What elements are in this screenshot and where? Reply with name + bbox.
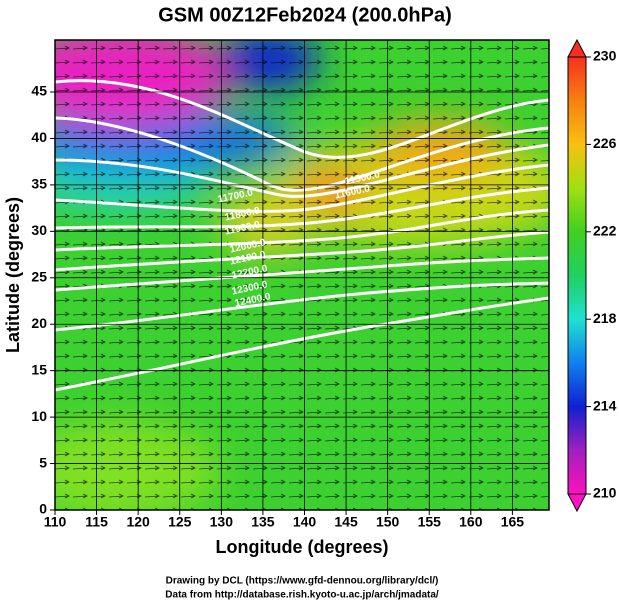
colorbar-tick-label: 218 xyxy=(593,310,617,326)
colorbar xyxy=(567,56,587,495)
y-axis-label: Latitude (degrees) xyxy=(3,197,23,353)
x-tick-label: 135 xyxy=(251,514,275,530)
colorbar-extend-top xyxy=(567,38,587,58)
x-tick-label: 110 xyxy=(44,514,67,530)
x-tick-label: 130 xyxy=(210,514,234,530)
colorbar-tick-label: 214 xyxy=(593,397,617,413)
y-tick-label: 10 xyxy=(31,408,47,424)
y-tick-label: 15 xyxy=(31,361,47,377)
x-tick-label: 115 xyxy=(85,514,108,530)
y-tick-label: 0 xyxy=(39,501,47,517)
x-tick-label: 150 xyxy=(376,514,400,530)
y-tick-label: 35 xyxy=(31,176,47,192)
y-tick-label: 40 xyxy=(31,129,47,145)
x-tick-label: 140 xyxy=(293,514,317,530)
credit: Drawing by DCL (https://www.gfd-dennou.o… xyxy=(166,576,439,587)
y-tick-label: 45 xyxy=(31,83,47,99)
y-tick-label: 30 xyxy=(31,222,47,238)
colorbar-tick-label: 230 xyxy=(593,48,617,64)
colorbar-tick-label: 210 xyxy=(593,485,617,501)
x-tick-label: 155 xyxy=(418,514,442,530)
field xyxy=(55,40,549,510)
x-tick-label: 120 xyxy=(126,514,150,530)
credit: Data from http://database.rish.kyoto-u.a… xyxy=(165,590,439,601)
chart-title: GSM 00Z12Feb2024 (200.0hPa) xyxy=(158,4,451,26)
colorbar-tick-label: 222 xyxy=(593,223,617,239)
x-tick-label: 160 xyxy=(459,514,483,530)
x-tick-label: 165 xyxy=(501,514,525,530)
x-tick-label: 125 xyxy=(168,514,192,530)
y-tick-label: 25 xyxy=(31,268,47,284)
x-tick-label: 145 xyxy=(334,514,358,530)
colorbar-extend-bottom xyxy=(567,493,587,513)
colorbar-tick-label: 226 xyxy=(593,135,617,151)
y-tick-label: 20 xyxy=(31,315,47,331)
y-tick-label: 5 xyxy=(39,454,47,470)
x-axis-label: Longitude (degrees) xyxy=(215,537,388,557)
